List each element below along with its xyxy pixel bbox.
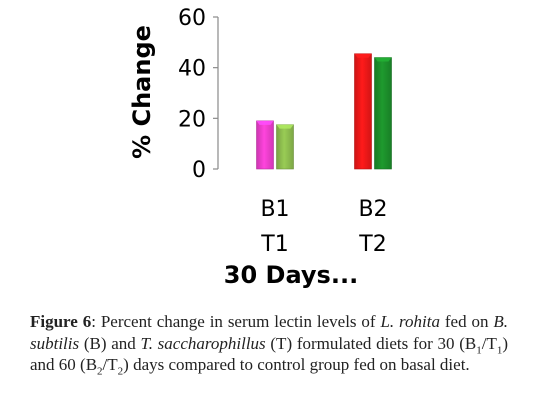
figure-caption: Figure 6: Percent change in serum lectin…	[30, 311, 509, 378]
category-labels: B1 T1 B2 T2	[260, 197, 387, 257]
x-axis-label: 30 Days...	[224, 261, 358, 289]
figure-label: Figure 6	[30, 312, 92, 331]
y-tick-label: 60	[178, 6, 206, 31]
caption-text: ) and 60 (B	[30, 333, 509, 375]
caption-text: ) days compared to control group fed on …	[123, 355, 470, 374]
bar-b2	[354, 53, 372, 170]
caption-subscript: 2	[117, 365, 124, 378]
bar-bevel	[256, 120, 274, 125]
caption-text: /T	[481, 333, 497, 353]
category-label-bottom: T1	[260, 232, 288, 257]
caption-subscript: 1	[476, 343, 482, 356]
category-label-top: B2	[358, 197, 387, 222]
y-tick-label: 0	[192, 158, 206, 183]
y-tick-label: 20	[178, 107, 206, 132]
caption-bacterium: B. subtilis	[30, 312, 508, 353]
caption-text: fed on	[440, 312, 494, 331]
y-axis-label: % Change	[128, 25, 156, 159]
bars	[256, 53, 392, 170]
category-label-bottom: T2	[358, 232, 386, 257]
y-axis: 0 20 40 60	[178, 6, 219, 183]
bar-chart: 0 20 40 60 B1 T1 B2 T2 % Change 30 Days...	[128, 6, 392, 289]
bar-bevel	[354, 53, 372, 58]
bar-b1	[256, 120, 274, 170]
y-tick-label: 40	[178, 57, 206, 82]
bar-t2	[374, 57, 392, 170]
caption-subscript: 1	[496, 343, 503, 356]
bar-bevel	[276, 124, 294, 129]
caption-bacterium: T. saccharophillus	[140, 333, 266, 353]
caption-text: (T) formulated diets for 30 (B	[265, 333, 477, 353]
caption-species: L. rohita	[380, 312, 440, 331]
bar-bevel	[374, 57, 392, 62]
category-label-top: B1	[260, 197, 289, 222]
caption-text: : Percent change in serum lectin levels …	[91, 312, 381, 331]
caption-subscript: 2	[97, 365, 103, 378]
caption-text: /T	[102, 355, 118, 374]
caption-text: (B) and	[79, 333, 141, 353]
bar-t1	[276, 124, 294, 170]
